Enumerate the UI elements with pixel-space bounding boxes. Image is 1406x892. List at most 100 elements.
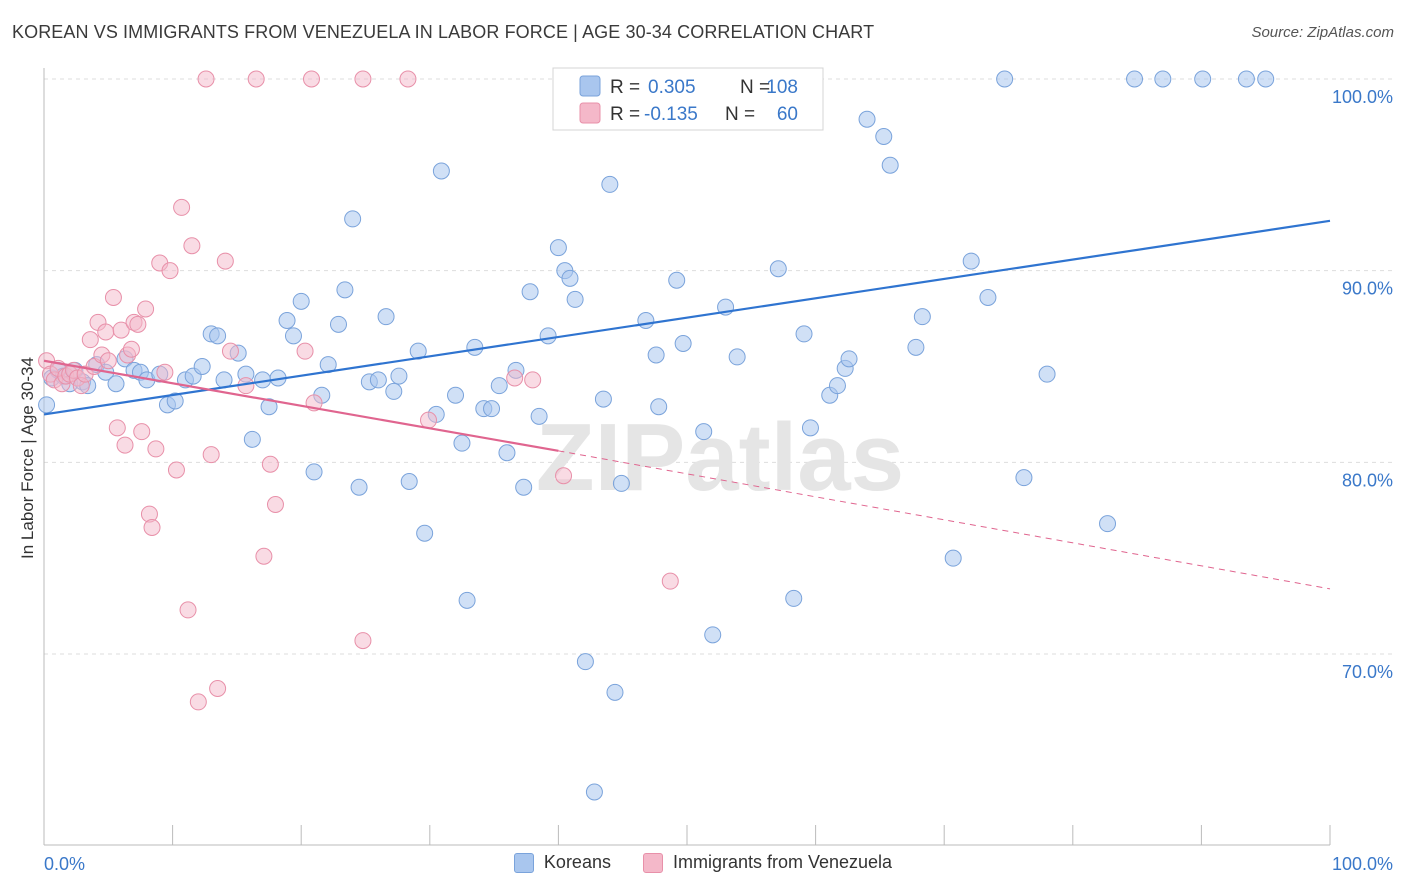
- korean-point: [606, 683, 624, 701]
- korean-point: [566, 290, 584, 308]
- y-tick-label: 70.0%: [1342, 662, 1393, 682]
- venezuela-point: [216, 252, 234, 270]
- korean-point: [377, 308, 395, 326]
- korean-point: [498, 444, 516, 462]
- legend-item-venezuela[interactable]: Immigrants from Venezuela: [642, 852, 893, 873]
- korean-point: [875, 128, 893, 145]
- legend-pink-r-value: -0.135: [644, 104, 698, 125]
- venezuela-point: [506, 369, 524, 387]
- correlation-legend: R = 0.305 N = 108 R = -0.135 N = 60: [552, 67, 824, 131]
- venezuela-point: [302, 70, 320, 88]
- korean-point: [913, 308, 931, 326]
- korean-point: [695, 423, 713, 441]
- korean-point: [907, 338, 925, 356]
- korean-point: [795, 325, 813, 343]
- korean-point: [1237, 70, 1255, 88]
- korean-point: [1038, 365, 1056, 383]
- korean-point: [209, 327, 227, 345]
- venezuela-point: [143, 519, 161, 536]
- venezuela-point: [133, 423, 151, 441]
- korean-point: [292, 292, 310, 310]
- venezuela-trend-line: [43, 359, 559, 452]
- korean-point: [284, 327, 302, 345]
- venezuela-point: [104, 289, 122, 306]
- watermark: ZIPatlas: [536, 404, 904, 511]
- korean-point: [594, 390, 612, 408]
- korean-point: [785, 589, 803, 607]
- korean-point: [668, 271, 686, 289]
- korean-point: [385, 382, 403, 400]
- korean-point: [166, 392, 184, 410]
- korean-point: [350, 478, 368, 496]
- venezuela-point: [81, 331, 99, 349]
- points-layer: [38, 70, 1275, 801]
- series-legend: Koreans Immigrants from Venezuela: [0, 852, 1406, 873]
- x-tick-label: 100.0%: [1332, 854, 1393, 874]
- venezuela-point: [261, 455, 279, 473]
- korean-point: [432, 162, 450, 180]
- venezuela-point: [129, 315, 147, 333]
- korean-point: [458, 591, 476, 609]
- venezuela-point: [137, 300, 155, 318]
- korean-point: [515, 478, 533, 496]
- korean-point: [840, 350, 858, 368]
- korean-point: [260, 398, 278, 416]
- x-tick-label: 0.0%: [44, 854, 85, 874]
- korean-point: [828, 377, 846, 395]
- venezuela-trend-extension: [558, 450, 1331, 590]
- venezuela-point: [156, 363, 174, 381]
- korean-point: [612, 474, 630, 492]
- legend-blue-r-label: R =: [610, 77, 640, 98]
- korean-point: [728, 348, 746, 366]
- chart-title: KOREAN VS IMMIGRANTS FROM VENEZUELA IN L…: [12, 22, 875, 42]
- venezuela-point: [221, 342, 239, 360]
- korean-point: [1257, 70, 1275, 88]
- venezuela-point: [399, 70, 417, 88]
- venezuela-point: [247, 70, 265, 88]
- korean-point: [1015, 469, 1033, 487]
- korean-point: [390, 367, 408, 385]
- legend-blue-n-value: 108: [766, 77, 798, 98]
- venezuela-point: [112, 321, 130, 339]
- venezuela-point: [147, 440, 165, 458]
- legend-pink-r-label: R =: [610, 104, 640, 125]
- venezuela-point: [420, 411, 438, 429]
- korean-point: [521, 283, 539, 301]
- legend-blue-swatch: [579, 75, 601, 97]
- venezuela-point: [209, 680, 227, 697]
- axis-layer: 70.0% 80.0% 90.0% 100.0% 0.0% 100.0%: [43, 68, 1393, 874]
- legend-pink-swatch: [579, 102, 601, 124]
- venezuela-point: [296, 342, 314, 360]
- korean-point: [637, 312, 655, 329]
- korean-point: [858, 110, 876, 128]
- venezuela-label: Immigrants from Venezuela: [672, 852, 893, 872]
- y-axis-label: In Labor Force | Age 30-34: [18, 357, 37, 559]
- korean-point: [38, 396, 56, 414]
- source-label: Source: ZipAtlas.com: [1251, 24, 1394, 41]
- venezuela-point: [99, 352, 117, 370]
- venezuela-point: [354, 632, 372, 650]
- korean-point: [344, 210, 362, 228]
- venezuela-point: [189, 693, 207, 711]
- korean-point: [1126, 70, 1144, 88]
- korean-point: [483, 400, 501, 418]
- korean-point: [585, 783, 603, 801]
- legend-item-koreans[interactable]: Koreans: [513, 852, 611, 873]
- korean-point: [944, 549, 962, 567]
- koreans-swatch: [513, 852, 534, 873]
- legend-blue-r-value: 0.305: [648, 77, 696, 98]
- y-tick-label: 80.0%: [1342, 470, 1393, 490]
- korean-point: [278, 312, 296, 329]
- korean-point: [305, 463, 323, 481]
- korean-point: [453, 434, 471, 452]
- venezuela-swatch: [642, 852, 663, 873]
- korean-point: [490, 377, 508, 395]
- korean-point: [416, 524, 434, 542]
- trend-layer: [43, 219, 1331, 590]
- venezuela-point: [202, 446, 220, 464]
- korean-point: [674, 335, 692, 352]
- korean-point: [996, 70, 1014, 88]
- venezuela-point: [255, 547, 273, 565]
- venezuela-point: [524, 371, 542, 389]
